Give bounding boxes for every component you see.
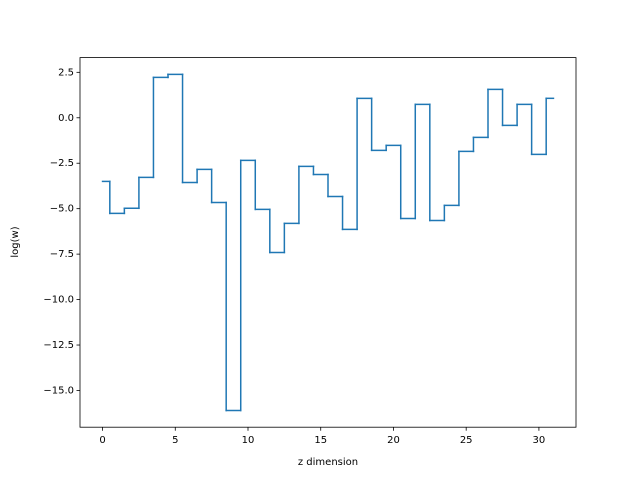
y-tick-label: −7.5	[50, 249, 74, 260]
y-tick-label: −12.5	[43, 340, 74, 351]
x-tick-label: 0	[99, 435, 105, 446]
x-tick-label: 30	[533, 435, 546, 446]
y-tick-label: −5.0	[50, 204, 74, 215]
x-axis-label: z dimension	[298, 457, 358, 468]
y-axis-label: log(w)	[10, 226, 21, 257]
x-tick-label: 10	[242, 435, 255, 446]
x-tick-label: 25	[460, 435, 473, 446]
y-tick-label: 0.0	[58, 113, 74, 124]
plot-frame	[79, 57, 577, 428]
y-tick-label: −10.0	[43, 295, 74, 306]
y-tick-label: −15.0	[43, 385, 74, 396]
x-tick-label: 20	[387, 435, 400, 446]
x-tick-label: 15	[314, 435, 327, 446]
x-tick-label: 5	[172, 435, 178, 446]
y-tick-label: 2.5	[58, 67, 74, 78]
y-tick-label: −2.5	[50, 158, 74, 169]
